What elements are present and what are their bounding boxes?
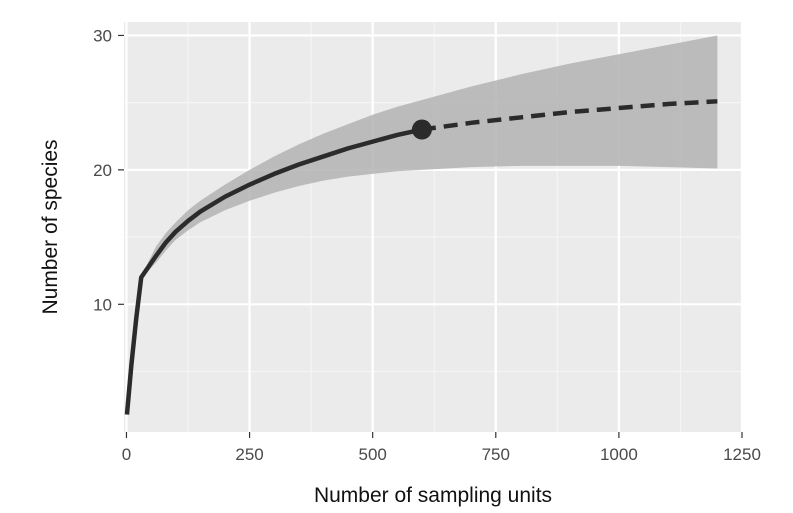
y-tick-label: 30: [93, 26, 112, 45]
y-tick-label: 20: [93, 161, 112, 180]
x-tick-label: 1000: [600, 445, 638, 464]
x-axis-label: Number of sampling units: [314, 484, 552, 507]
confidence-band: [141, 35, 718, 278]
series-lines: [124, 99, 718, 415]
y-axis-label: Number of species: [39, 139, 62, 314]
x-tick-label: 500: [358, 445, 386, 464]
x-tick-label: 250: [235, 445, 263, 464]
x-axis-ticks: 0 250 500 750 1000 1250: [122, 432, 761, 464]
y-axis-ticks: 10 20 30: [93, 26, 124, 314]
y-tick-label: 10: [93, 295, 112, 314]
x-tick-label: 1250: [723, 445, 761, 464]
x-tick-label: 0: [122, 445, 131, 464]
rarefaction-line: [124, 127, 423, 415]
extrapolation-line: [421, 99, 718, 132]
x-tick-label: 750: [482, 445, 510, 464]
observed-sample-point: [411, 119, 432, 140]
